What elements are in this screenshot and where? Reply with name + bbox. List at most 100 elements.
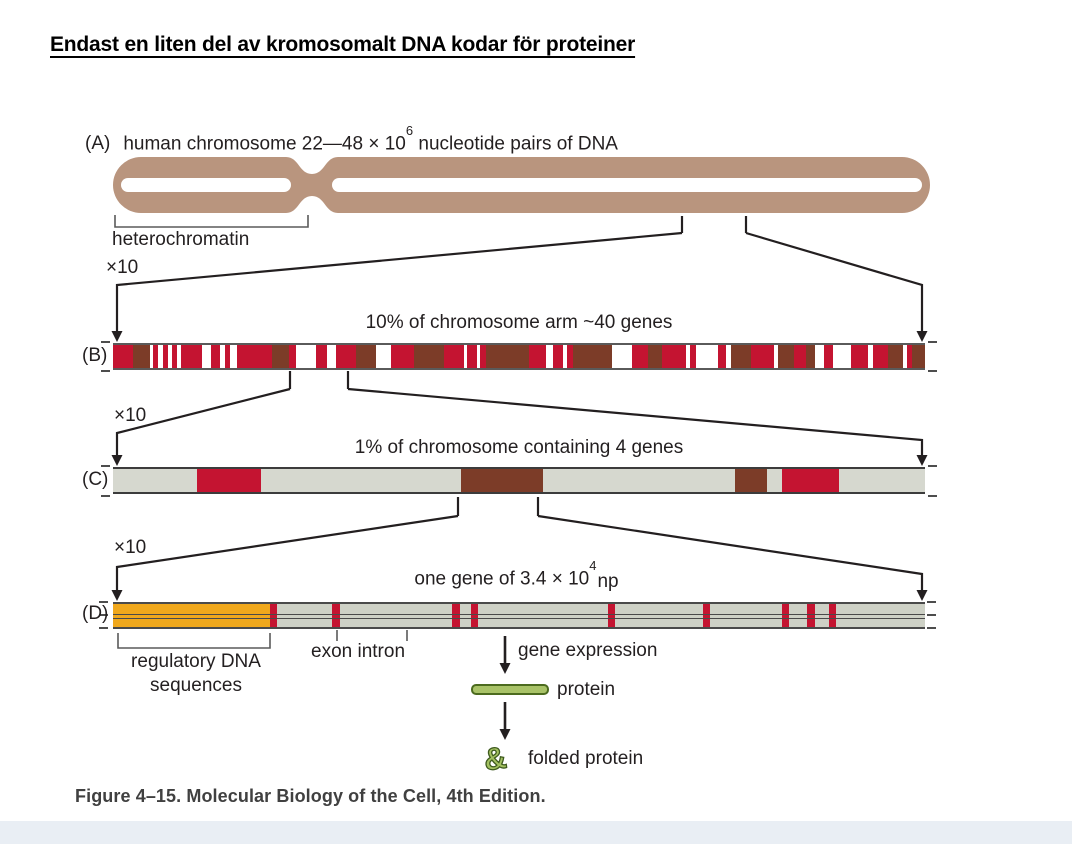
chromatid-gap-right bbox=[332, 178, 922, 192]
zoom-label-1: ×10 bbox=[106, 257, 139, 278]
slide-title: Endast en liten del av kromosomalt DNA k… bbox=[50, 33, 636, 56]
gene-feature-brown bbox=[461, 469, 543, 492]
chromosome-segment-white bbox=[157, 345, 163, 368]
chromosome-segment-red bbox=[162, 345, 168, 368]
panel-a-caption: (A) human chromosome 22—48 × 106 nucleoti… bbox=[85, 123, 618, 155]
chromosome-segment-red bbox=[479, 345, 486, 368]
panel-a-text-rest: nucleotide pairs of DNA bbox=[413, 133, 618, 155]
panel-d-exponent: 4 bbox=[589, 558, 597, 573]
chromosome-segment-red bbox=[289, 345, 297, 368]
chromosome-segment-white bbox=[296, 345, 317, 368]
chromosome-segment-white bbox=[149, 345, 153, 368]
exon-mark bbox=[807, 604, 815, 627]
chromosome-segment-red bbox=[336, 345, 357, 368]
zoom-label-3: ×10 bbox=[114, 537, 147, 558]
chromosome-segment-white bbox=[562, 345, 567, 368]
chromosome-segment-red bbox=[210, 345, 220, 368]
figure-caption: Figure 4–15. Molecular Biology of the Ce… bbox=[75, 786, 546, 806]
chromosome-segment-white bbox=[696, 345, 719, 368]
panel-d-unit: np bbox=[597, 571, 619, 593]
panel-d-text: one gene of 3.4 × 10 bbox=[414, 568, 590, 590]
chromosome-segment-brown bbox=[887, 345, 903, 368]
gene-expression-label: gene expression bbox=[518, 640, 658, 661]
panel-a-text: human chromosome 22—48 × 10 bbox=[123, 133, 406, 155]
chromosome-segment-brown bbox=[356, 345, 377, 368]
chromosome-segment-brown bbox=[572, 345, 613, 368]
exon-mark bbox=[829, 604, 837, 627]
protein-label: protein bbox=[557, 679, 616, 700]
chromosome-arm-bar bbox=[113, 343, 925, 370]
chromosome-segment-white bbox=[832, 345, 851, 368]
chromosome-segment-white bbox=[219, 345, 225, 368]
chromosome-segment-red bbox=[466, 345, 477, 368]
exon-intron-label: exon intron bbox=[311, 641, 406, 662]
chromosome-1pct-bar bbox=[113, 467, 925, 494]
heterochromatin-label: heterochromatin bbox=[112, 229, 250, 250]
bottom-strip bbox=[0, 821, 1072, 844]
chromosome-segment-red bbox=[906, 345, 912, 368]
chromosome-segment-brown bbox=[271, 345, 290, 368]
folded-protein-label: folded protein bbox=[528, 748, 644, 769]
chromosome-segment-white bbox=[476, 345, 480, 368]
chromosome-segment-red bbox=[872, 345, 888, 368]
chromosome-segment-brown bbox=[485, 345, 529, 368]
chromosome-segment-white bbox=[545, 345, 553, 368]
folded-protein-icon: & bbox=[481, 739, 509, 778]
exon-mark bbox=[607, 604, 615, 627]
arrowhead-d-right bbox=[916, 590, 928, 601]
chromosome-segment-red bbox=[718, 345, 727, 368]
exon-mark bbox=[471, 604, 479, 627]
chromosome-segment-red bbox=[236, 345, 272, 368]
zoom-label-2: ×10 bbox=[114, 405, 147, 426]
chromosome-segment-red bbox=[316, 345, 328, 368]
chromosome-segment-white bbox=[176, 345, 181, 368]
chromosome-segment-brown bbox=[414, 345, 444, 368]
chromatid-gap-left bbox=[121, 178, 291, 192]
chromosome-segment-brown bbox=[731, 345, 752, 368]
regulatory-dna-line1: regulatory DNA bbox=[131, 651, 261, 672]
panel-b-label: (B) bbox=[82, 345, 108, 366]
panel-d-caption: one gene of 3.4 × 104np bbox=[113, 558, 920, 593]
chromosome-segment-red bbox=[793, 345, 806, 368]
chromosome-segment-red bbox=[443, 345, 464, 368]
gene-expression-arrow bbox=[499, 636, 511, 674]
exon-mark bbox=[332, 604, 340, 627]
chromosome-segment-brown bbox=[132, 345, 150, 368]
chromosome-segment-red bbox=[180, 345, 202, 368]
gene-bar-strand-line bbox=[113, 613, 925, 615]
chromosome-segment-red bbox=[552, 345, 563, 368]
chromosome-segment-red bbox=[566, 345, 573, 368]
chromosome-segment-red bbox=[152, 345, 158, 368]
chromosome-segment-white bbox=[612, 345, 633, 368]
chromosome-segment-red bbox=[113, 345, 133, 368]
chromosome-segment-white bbox=[726, 345, 732, 368]
chromosome-segment-brown bbox=[648, 345, 663, 368]
arrowhead-d-left bbox=[111, 590, 123, 601]
chromosome-segment-white bbox=[867, 345, 873, 368]
chromosome-segment-white bbox=[167, 345, 172, 368]
regulatory-dna-label: regulatory DNA sequences bbox=[100, 650, 292, 698]
gene-bar-strand-line bbox=[113, 617, 925, 619]
gene-feature-red bbox=[782, 469, 839, 492]
chromosome-segment-red bbox=[391, 345, 415, 368]
exon-intron-ticks bbox=[336, 630, 408, 641]
chromosome-arm-segments bbox=[113, 345, 925, 368]
chromosome-segment-white bbox=[201, 345, 211, 368]
exon-mark bbox=[452, 604, 460, 627]
chromosome-segment-white bbox=[463, 345, 467, 368]
chromosome-segment-red bbox=[690, 345, 697, 368]
chromosome-segment-red bbox=[632, 345, 649, 368]
chromosome-segment-brown bbox=[805, 345, 815, 368]
protein-bar bbox=[471, 684, 549, 695]
panel-a-exponent: 6 bbox=[405, 123, 414, 138]
chromosome-segment-white bbox=[814, 345, 824, 368]
panel-c-label: (C) bbox=[82, 469, 109, 490]
chromosome-segment-white bbox=[774, 345, 778, 368]
gene-feature-red bbox=[196, 469, 261, 492]
regulatory-bracket bbox=[117, 633, 271, 649]
exon-mark bbox=[702, 604, 710, 627]
chromosome-segment-brown bbox=[777, 345, 794, 368]
folding-arrow bbox=[499, 702, 511, 740]
regulatory-dna-line2: sequences bbox=[150, 675, 242, 696]
chromosome-shape bbox=[113, 157, 930, 213]
